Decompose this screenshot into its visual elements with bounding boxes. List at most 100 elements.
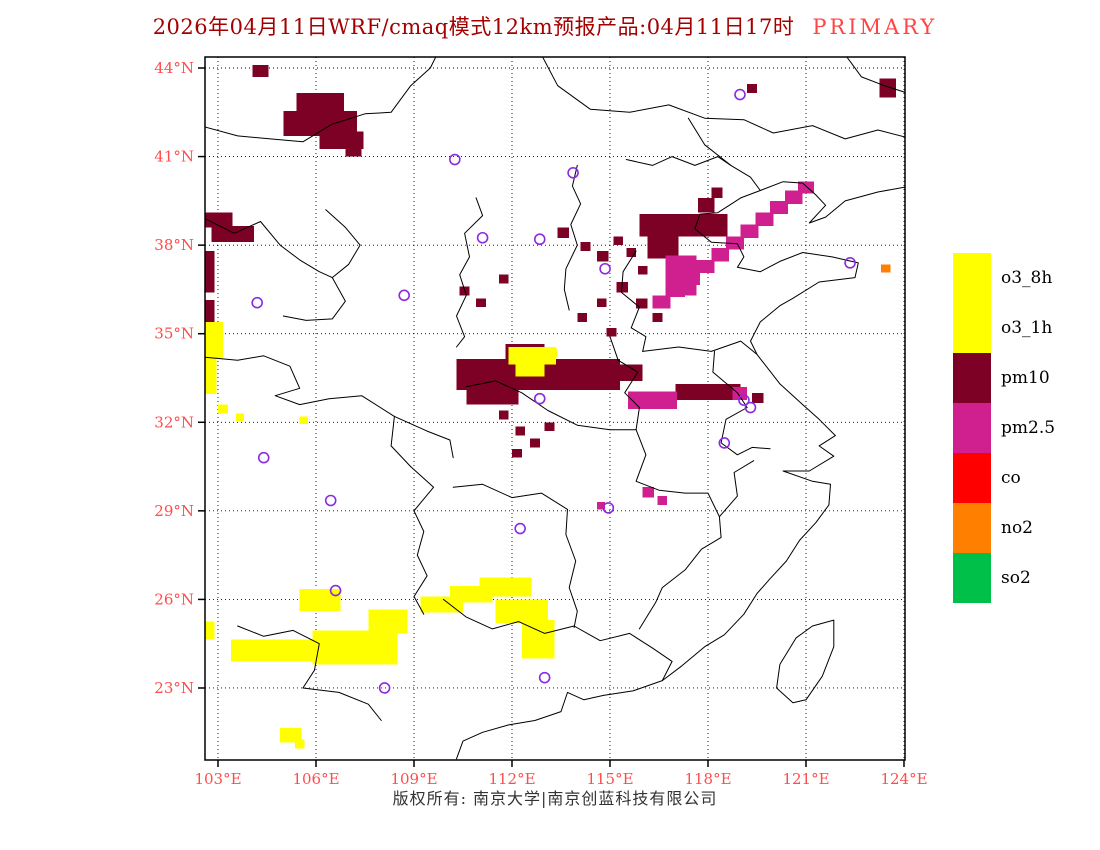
patch-o3 [495, 599, 548, 624]
legend-label: o3_1h [1001, 318, 1053, 338]
legend-item: o3_1h [953, 303, 1055, 353]
legend-item: pm2.5 [953, 403, 1055, 453]
lon-label: 103°E [194, 770, 241, 788]
patch-pm10 [596, 251, 609, 262]
patch-pm25 [770, 200, 789, 215]
taiwan-island [776, 619, 835, 704]
city-markers [251, 88, 856, 694]
city-marker [844, 257, 856, 269]
patch-pm25 [755, 212, 774, 226]
patch-pm10 [711, 187, 723, 198]
patch-pm10 [606, 327, 617, 337]
city-marker [538, 671, 551, 684]
pollution-patches [205, 65, 896, 749]
lat-label: 44°N [154, 59, 194, 77]
patch-pm10 [319, 131, 364, 150]
patch-pm10 [879, 78, 896, 98]
legend-label: pm10 [1001, 368, 1050, 388]
patch-pm25 [711, 248, 730, 262]
patch-pm25 [784, 190, 803, 204]
patch-pm10 [580, 242, 591, 252]
patch-pm10 [637, 265, 648, 275]
patch-pm10 [515, 426, 526, 436]
patch-pm10 [476, 298, 486, 308]
lat-label: 26°N [154, 590, 194, 608]
city-marker [533, 233, 546, 246]
legend-item: o3_8h [953, 253, 1055, 303]
legend-item: no2 [953, 503, 1055, 553]
page-title: 2026年04月11日WRF/cmaq模式12km预报产品:04月11日17时 P… [0, 11, 1090, 41]
copyright-footer: 版权所有: 南京大学|南京创蓝科技有限公司 [392, 789, 718, 808]
patch-pm25 [652, 295, 671, 309]
city-marker [251, 296, 263, 309]
lon-label: 118°E [684, 770, 731, 788]
patch-pm10 [466, 389, 519, 405]
province-boundary [565, 508, 578, 628]
patch-pm10 [205, 299, 215, 328]
city-marker [533, 392, 546, 405]
lat-label: 38°N [154, 236, 194, 254]
patch-pm25 [740, 224, 759, 238]
legend-swatch [953, 453, 991, 503]
lon-label: 124°E [880, 770, 927, 788]
city-marker [329, 584, 342, 597]
patch-o3 [280, 727, 302, 743]
city-marker [738, 394, 750, 406]
patch-pm10 [211, 225, 254, 243]
lat-label: 41°N [154, 148, 194, 166]
patch-pm25 [797, 181, 815, 194]
patch-pm10 [639, 214, 728, 237]
legend: o3_8h o3_1h pm10 pm2.5 co no2 so2 [953, 253, 1055, 603]
patch-o3 [299, 589, 341, 612]
legend-label: pm2.5 [1001, 418, 1056, 438]
patch-pm10 [698, 197, 715, 213]
patch-pm10 [498, 410, 509, 420]
lon-label: 121°E [782, 770, 829, 788]
lon-label: 106°E [292, 770, 339, 788]
city-marker [567, 167, 579, 179]
patch-pm25 [732, 386, 748, 401]
province-boundary [718, 460, 755, 538]
province-boundary [205, 355, 454, 459]
title-primary-tag: PRIMARY [812, 15, 938, 39]
patch-pm10 [205, 212, 233, 228]
patch-pm10 [296, 93, 344, 111]
map-border [204, 56, 906, 761]
city-marker [718, 437, 731, 449]
patch-pm10 [613, 236, 624, 246]
patch-pm10 [619, 364, 643, 381]
province-boundary [563, 164, 582, 311]
province-boundary [642, 340, 758, 355]
legend-swatch [953, 403, 991, 453]
province-boundary [282, 209, 361, 321]
patch-pm10 [345, 146, 362, 157]
lon-label: 112°E [488, 770, 535, 788]
patch-pm10 [675, 383, 741, 401]
province-boundary [712, 350, 771, 456]
province-boundary [205, 57, 437, 143]
patch-o3 [231, 639, 333, 662]
patch-o3 [508, 346, 557, 365]
patch-o3 [368, 609, 408, 634]
axis-labels: 44°N 41°N 38°N 35°N 32°N 29°N 26°N 23°N 103°E 106… [154, 59, 927, 788]
patch-pm10 [577, 313, 588, 322]
city-marker [398, 289, 410, 302]
legend-label: no2 [1001, 518, 1033, 538]
city-marker [514, 522, 526, 535]
province-boundary [442, 598, 673, 682]
province-boundary [390, 415, 435, 615]
map-boundaries [205, 57, 905, 760]
province-boundary [846, 57, 905, 93]
province-boundary [456, 197, 484, 348]
legend-item: pm10 [953, 353, 1055, 403]
patch-o3 [479, 577, 532, 597]
patch-o3 [235, 413, 245, 421]
title-text: 2026年04月11日WRF/cmaq模式12km预报产品:04月11日17时 [152, 15, 795, 39]
patch-pm25 [725, 236, 744, 250]
province-boundary [638, 536, 722, 630]
city-marker [324, 494, 337, 507]
lon-label: 115°E [586, 770, 633, 788]
province-boundary [609, 336, 640, 431]
